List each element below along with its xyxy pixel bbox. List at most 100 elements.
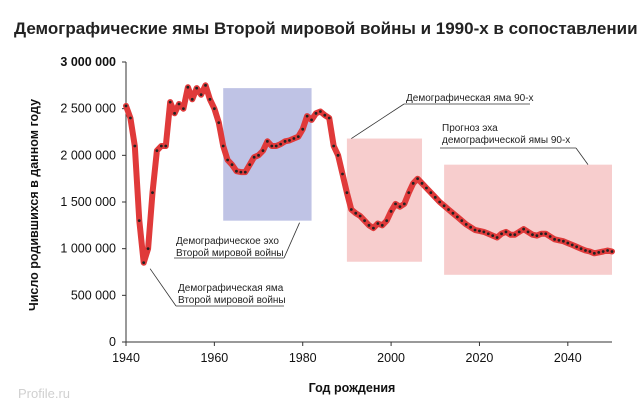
shaded-regions (223, 88, 612, 275)
y-tick-label: 1 000 000 (60, 242, 116, 256)
annotation-leader (575, 147, 589, 165)
data-point (314, 111, 318, 115)
data-point (129, 116, 132, 120)
data-point (142, 261, 146, 265)
data-point (212, 107, 216, 111)
data-point (261, 149, 265, 153)
data-point (460, 219, 464, 223)
x-tick-label: 2040 (554, 351, 582, 365)
y-axis-label: Число родившихся в данном году (27, 99, 41, 311)
data-point (283, 139, 287, 143)
data-point (433, 195, 437, 199)
data-point (146, 247, 150, 251)
data-point (588, 250, 592, 253)
data-point (584, 249, 587, 252)
data-point (182, 107, 185, 111)
data-point (500, 232, 503, 236)
data-point (292, 137, 296, 140)
data-point (288, 139, 291, 142)
data-point (367, 223, 371, 227)
watermark: Profile.ru (18, 386, 70, 401)
data-point (230, 163, 234, 167)
x-tick-label: 1960 (200, 351, 228, 365)
data-point (575, 245, 579, 249)
data-point (482, 230, 486, 234)
data-point (411, 181, 415, 185)
annotation-leader (283, 222, 300, 259)
series-births (123, 82, 615, 266)
data-point (354, 211, 358, 215)
data-point (336, 153, 340, 157)
data-point (327, 116, 331, 120)
data-point (438, 200, 442, 204)
y-ticks: 0 500 000 1 000 000 1 500 000 2 000 000 2 500… (60, 55, 126, 349)
data-point (579, 247, 583, 251)
data-point (548, 235, 552, 238)
chart-title: Демографические ямы Второй мировой войны… (14, 19, 638, 38)
annotation-leader (149, 268, 177, 307)
data-point (535, 234, 539, 238)
data-point (301, 127, 305, 131)
data-point (562, 239, 565, 243)
annotation-text: Демографическая яма (178, 282, 284, 294)
data-point (486, 232, 490, 236)
annotation-text: демографической ямы 90-х (442, 134, 570, 146)
annotation-text: Второй мировой войны (178, 295, 286, 306)
data-point (151, 191, 154, 195)
data-point (168, 100, 172, 104)
data-point (508, 233, 512, 237)
data-point (504, 230, 508, 234)
data-point (190, 97, 194, 101)
data-point (372, 226, 375, 230)
annotation-leader (351, 103, 405, 139)
data-point (407, 191, 411, 195)
data-point (248, 163, 252, 167)
data-point (164, 144, 168, 148)
data-point (601, 250, 605, 253)
data-point (274, 144, 278, 148)
data-point (522, 227, 526, 231)
data-point (447, 208, 450, 211)
data-point (495, 236, 499, 239)
data-point (491, 234, 495, 238)
data-point (553, 237, 556, 241)
data-point (394, 202, 397, 206)
annotation-text: Прогноз эха (442, 123, 498, 134)
data-point (570, 243, 574, 247)
data-point (429, 191, 433, 195)
data-point (243, 170, 247, 174)
data-point (341, 172, 344, 176)
annotation-text: Второй мировой войны (176, 248, 284, 259)
data-point (606, 249, 609, 252)
data-point (199, 93, 203, 97)
x-axis-label: Год рождения (309, 381, 396, 395)
data-point (566, 241, 570, 245)
y-tick-label: 0 (109, 335, 116, 349)
data-point (257, 153, 260, 157)
data-point (235, 169, 238, 173)
data-point (217, 121, 221, 125)
data-point (610, 250, 614, 253)
y-tick-label: 2 000 000 (60, 148, 116, 162)
annotation-text: Демографическая яма 90-х (406, 92, 534, 104)
data-point (455, 215, 459, 219)
data-point (305, 114, 309, 118)
x-tick-label: 1940 (112, 351, 140, 365)
data-point (226, 158, 230, 162)
data-point (270, 144, 274, 148)
x-ticks: 1940 1960 1980 2000 2020 2040 (112, 342, 582, 365)
data-point (380, 223, 384, 227)
data-point (133, 144, 137, 148)
y-tick-label: 1 500 000 (60, 195, 116, 209)
y-tick-label: 2 500 000 (60, 102, 116, 116)
data-point (265, 139, 269, 143)
data-point (592, 251, 596, 255)
data-point (398, 205, 402, 209)
x-tick-label: 2000 (377, 351, 405, 365)
data-point (208, 97, 212, 101)
